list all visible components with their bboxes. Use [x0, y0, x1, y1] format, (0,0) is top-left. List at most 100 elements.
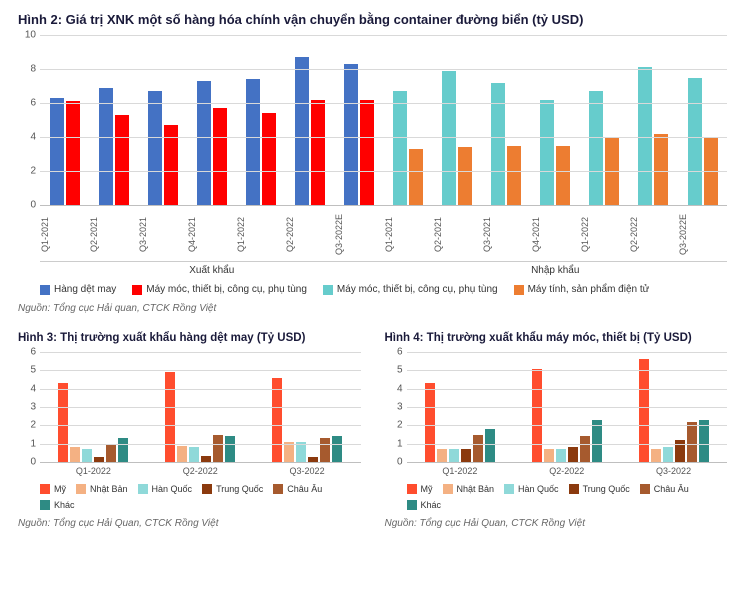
bar — [165, 372, 175, 462]
y-tick: 2 — [30, 166, 36, 177]
fig3-x-labels: Q1-2022Q2-2022Q3-2022 — [40, 462, 361, 476]
legend-item: Máy móc, thiết bị, công cụ, phụ tùng — [323, 284, 498, 295]
bar — [544, 449, 554, 462]
legend-swatch — [569, 484, 579, 494]
bar — [491, 83, 505, 205]
legend-item: Hàn Quốc — [138, 484, 193, 494]
bar-group — [629, 35, 678, 205]
bar-group — [40, 35, 89, 205]
bar — [262, 113, 276, 205]
y-tick: 0 — [397, 457, 403, 468]
legend-swatch — [407, 484, 417, 494]
bar — [115, 115, 129, 205]
bar — [225, 436, 235, 462]
legend-item: Nhật Bản — [443, 484, 495, 494]
y-tick: 6 — [30, 98, 36, 109]
bar — [473, 435, 483, 463]
bar — [360, 100, 374, 205]
fig3-chart: 0123456 — [18, 352, 361, 462]
x-label: Q4-2021 — [187, 209, 236, 259]
y-tick: 3 — [397, 402, 403, 413]
fig2-plot — [40, 35, 727, 205]
gridline — [40, 352, 361, 353]
bar-group — [531, 35, 580, 205]
bar — [177, 446, 187, 463]
legend-label: Hàn Quốc — [518, 484, 559, 494]
legend-swatch — [514, 285, 524, 295]
legend-label: Máy móc, thiết bị, công cụ, phụ tùng — [337, 284, 498, 295]
y-tick: 6 — [30, 347, 36, 358]
fig2-y-axis: 0246810 — [18, 35, 40, 205]
x-label: Q1-2022 — [407, 462, 514, 476]
y-tick: 2 — [397, 420, 403, 431]
legend-label: Máy móc, thiết bị, công cụ, phụ tùng — [146, 284, 307, 295]
bar — [507, 146, 521, 206]
y-tick: 8 — [30, 64, 36, 75]
y-tick: 0 — [30, 200, 36, 211]
x-label: Q2-2021 — [89, 209, 138, 259]
legend-label: Mỹ — [421, 484, 433, 494]
bar — [425, 383, 435, 462]
bar-group — [433, 35, 482, 205]
x-label: Q1-2021 — [40, 209, 89, 259]
bar — [99, 88, 113, 205]
x-label: Q1-2021 — [384, 209, 433, 259]
bar-group — [187, 35, 236, 205]
legend-item: Khác — [40, 500, 75, 510]
x-label: Q1-2022 — [580, 209, 629, 259]
legend-item: Khác — [407, 500, 442, 510]
y-tick: 1 — [397, 438, 403, 449]
legend-swatch — [40, 285, 50, 295]
bar — [663, 447, 673, 462]
bar — [651, 449, 661, 462]
bar — [449, 449, 459, 462]
legend-swatch — [407, 500, 417, 510]
bar — [437, 449, 447, 462]
fig2-container: Hình 2: Giá trị XNK một số hàng hóa chín… — [18, 12, 727, 314]
y-tick: 6 — [397, 347, 403, 358]
x-label: Q2-2022 — [629, 209, 678, 259]
legend-label: Nhật Bản — [457, 484, 495, 494]
bar — [284, 442, 294, 462]
bar-group — [285, 35, 334, 205]
fig4-chart: 0123456 — [385, 352, 728, 462]
legend-swatch — [202, 484, 212, 494]
gridline — [40, 370, 361, 371]
bar-group — [482, 35, 531, 205]
fig2-super-labels: Xuất khẩuNhập khẩu — [40, 261, 727, 276]
legend-label: Máy tính, sản phẩm điện tử — [528, 284, 650, 295]
legend-item: Máy tính, sản phẩm điện tử — [514, 284, 650, 295]
fig2-source: Nguồn: Tổng cục Hải quan, CTCK Rồng Việt — [18, 303, 727, 314]
legend-swatch — [132, 285, 142, 295]
legend-label: Khác — [54, 500, 75, 510]
x-label: Q1-2022 — [40, 462, 147, 476]
bar — [106, 444, 116, 462]
y-tick: 4 — [30, 383, 36, 394]
fig2-legend: Hàng dệt may Máy móc, thiết bị, công cụ, … — [40, 284, 727, 295]
bar-group — [236, 35, 285, 205]
bar — [50, 98, 64, 205]
gridline — [40, 137, 727, 138]
bar — [688, 78, 702, 206]
bar — [556, 449, 566, 462]
x-label: Q3-2022E — [334, 209, 383, 259]
legend-label: Khác — [421, 500, 442, 510]
bar — [118, 438, 128, 462]
legend-item: Trung Quốc — [202, 484, 263, 494]
gridline — [40, 425, 361, 426]
bar — [58, 383, 68, 462]
gridline — [40, 462, 361, 463]
bar — [568, 447, 578, 462]
y-tick: 5 — [30, 365, 36, 376]
fig4-y-axis: 0123456 — [385, 352, 407, 462]
bar — [320, 438, 330, 462]
bar — [295, 57, 309, 205]
legend-item: Hàng dệt may — [40, 284, 116, 295]
category-group-label: Xuất khẩu — [40, 261, 384, 276]
legend-swatch — [504, 484, 514, 494]
x-label: Q2-2022 — [513, 462, 620, 476]
legend-label: Hàn Quốc — [152, 484, 193, 494]
gridline — [40, 407, 361, 408]
legend-label: Châu Âu — [287, 484, 322, 494]
fig4-plot — [407, 352, 728, 462]
